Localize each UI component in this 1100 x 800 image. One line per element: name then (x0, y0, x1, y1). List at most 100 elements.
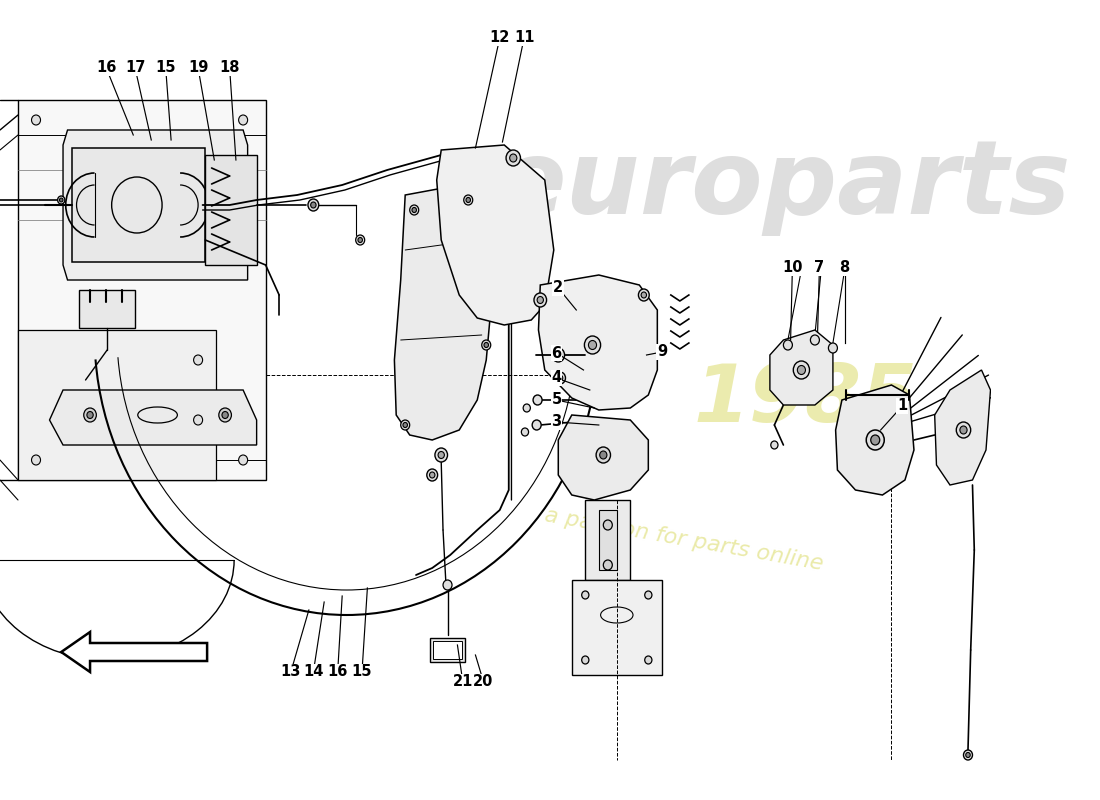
Text: 12: 12 (490, 30, 510, 46)
Bar (433, 641, 462, 659)
Circle shape (582, 656, 588, 664)
Text: 11: 11 (514, 30, 535, 46)
Circle shape (552, 348, 564, 362)
Polygon shape (437, 145, 553, 325)
Circle shape (409, 205, 419, 215)
Polygon shape (63, 130, 248, 280)
Text: 10: 10 (782, 261, 803, 275)
Circle shape (194, 415, 202, 425)
Circle shape (438, 451, 444, 458)
Polygon shape (395, 185, 491, 440)
Circle shape (400, 420, 409, 430)
Text: 6: 6 (551, 346, 561, 361)
Text: 21: 21 (452, 674, 473, 690)
Text: 19: 19 (188, 61, 208, 75)
Circle shape (427, 469, 438, 481)
Circle shape (524, 404, 530, 412)
Polygon shape (935, 370, 990, 485)
Circle shape (84, 408, 97, 422)
Circle shape (556, 351, 561, 358)
Circle shape (194, 355, 202, 365)
Circle shape (506, 150, 520, 166)
Bar (430, 638, 464, 662)
Circle shape (811, 335, 819, 345)
Polygon shape (559, 415, 648, 500)
Polygon shape (50, 390, 256, 445)
Text: 20: 20 (473, 674, 494, 690)
Circle shape (603, 520, 613, 530)
Polygon shape (836, 385, 914, 495)
Text: 9: 9 (657, 345, 667, 359)
Circle shape (532, 420, 541, 430)
Text: 18: 18 (219, 61, 240, 75)
Text: 1: 1 (898, 398, 907, 414)
Circle shape (645, 656, 652, 664)
Circle shape (584, 336, 601, 354)
Bar (79, 290, 135, 328)
Text: europarts: europarts (496, 134, 1071, 235)
Circle shape (554, 372, 565, 384)
Circle shape (466, 198, 471, 202)
Circle shape (434, 448, 448, 462)
Bar (598, 510, 617, 570)
Text: 13: 13 (280, 665, 301, 679)
Polygon shape (770, 330, 833, 405)
Text: 16: 16 (328, 665, 348, 679)
Circle shape (641, 292, 647, 298)
Text: 16: 16 (96, 61, 117, 75)
Circle shape (509, 154, 517, 162)
Circle shape (964, 750, 972, 760)
Circle shape (239, 115, 248, 125)
Circle shape (771, 441, 778, 449)
Circle shape (603, 560, 613, 570)
Circle shape (582, 591, 588, 599)
Circle shape (600, 451, 607, 459)
Circle shape (412, 207, 417, 213)
Text: 7: 7 (814, 261, 825, 275)
Circle shape (32, 455, 41, 465)
Circle shape (87, 411, 94, 418)
Text: 8: 8 (839, 261, 850, 275)
Circle shape (355, 235, 365, 245)
Bar (572, 580, 662, 675)
Circle shape (521, 428, 529, 436)
Text: 5: 5 (551, 393, 562, 407)
Text: a passion for parts online: a passion for parts online (543, 506, 825, 574)
Circle shape (866, 430, 884, 450)
Circle shape (222, 411, 229, 418)
Text: 15: 15 (352, 665, 372, 679)
Circle shape (219, 408, 231, 422)
Circle shape (239, 455, 248, 465)
Text: 17: 17 (125, 61, 145, 75)
Text: 4: 4 (551, 370, 561, 386)
Circle shape (871, 435, 880, 445)
Circle shape (464, 195, 473, 205)
Circle shape (793, 361, 810, 379)
Circle shape (783, 340, 792, 350)
Circle shape (308, 199, 319, 211)
Circle shape (960, 426, 967, 434)
Circle shape (956, 422, 970, 438)
Polygon shape (18, 330, 216, 480)
Circle shape (798, 366, 805, 374)
Circle shape (596, 447, 611, 463)
Circle shape (59, 198, 63, 202)
Polygon shape (62, 632, 207, 672)
Polygon shape (18, 100, 265, 480)
Circle shape (403, 422, 407, 427)
Text: 14: 14 (304, 665, 323, 679)
Circle shape (558, 375, 563, 381)
Polygon shape (539, 275, 658, 410)
Polygon shape (206, 155, 256, 265)
Circle shape (57, 196, 65, 204)
Circle shape (534, 395, 542, 405)
Circle shape (966, 753, 970, 758)
Circle shape (482, 340, 491, 350)
Bar (585, 500, 630, 580)
Circle shape (537, 297, 543, 303)
Circle shape (645, 591, 652, 599)
Circle shape (32, 115, 41, 125)
Circle shape (310, 202, 316, 208)
Circle shape (588, 341, 596, 350)
Circle shape (828, 343, 837, 353)
